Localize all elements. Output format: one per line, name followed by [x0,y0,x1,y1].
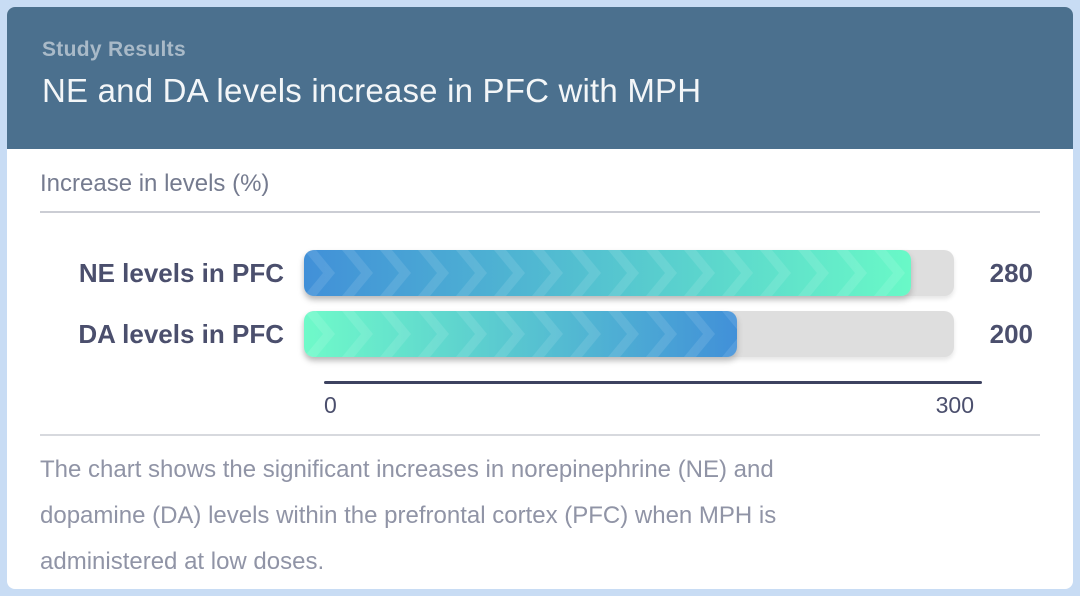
bar-fill-da [304,311,738,357]
bar-row: DA levels in PFC 200 [40,311,1040,357]
bar-fill-ne [304,250,911,296]
card-header: Study Results NE and DA levels increase … [7,7,1073,149]
x-axis-ticks: 0 300 [324,392,974,419]
chevron-pattern [304,311,738,357]
card-body: Increase in levels (%) NE levels in PFC … [7,149,1073,585]
axis-units-label: Increase in levels (%) [40,170,270,197]
top-divider [40,211,1040,213]
study-results-card: Study Results NE and DA levels increase … [7,7,1073,589]
bar-value-ne: 280 [989,257,1033,288]
bar-row: NE levels in PFC 280 [40,250,1040,296]
x-axis-line [324,381,982,384]
bar-value-da: 200 [989,318,1033,349]
bar-track-ne [304,250,954,296]
bottom-divider [40,434,1040,436]
bar-chart: NE levels in PFC 280 DA levels in PFC 20… [40,250,1040,419]
chart-description: The chart shows the significant increase… [40,456,777,575]
bar-label-da: DA levels in PFC [78,318,284,349]
x-tick-min: 0 [324,392,337,418]
bar-track-da [304,311,954,357]
bar-label-ne: NE levels in PFC [78,257,284,288]
x-tick-max: 300 [935,392,974,418]
chart-title: NE and DA levels increase in PFC with MP… [42,72,702,109]
study-results-label: Study Results [42,38,186,61]
chevron-pattern [304,250,911,296]
